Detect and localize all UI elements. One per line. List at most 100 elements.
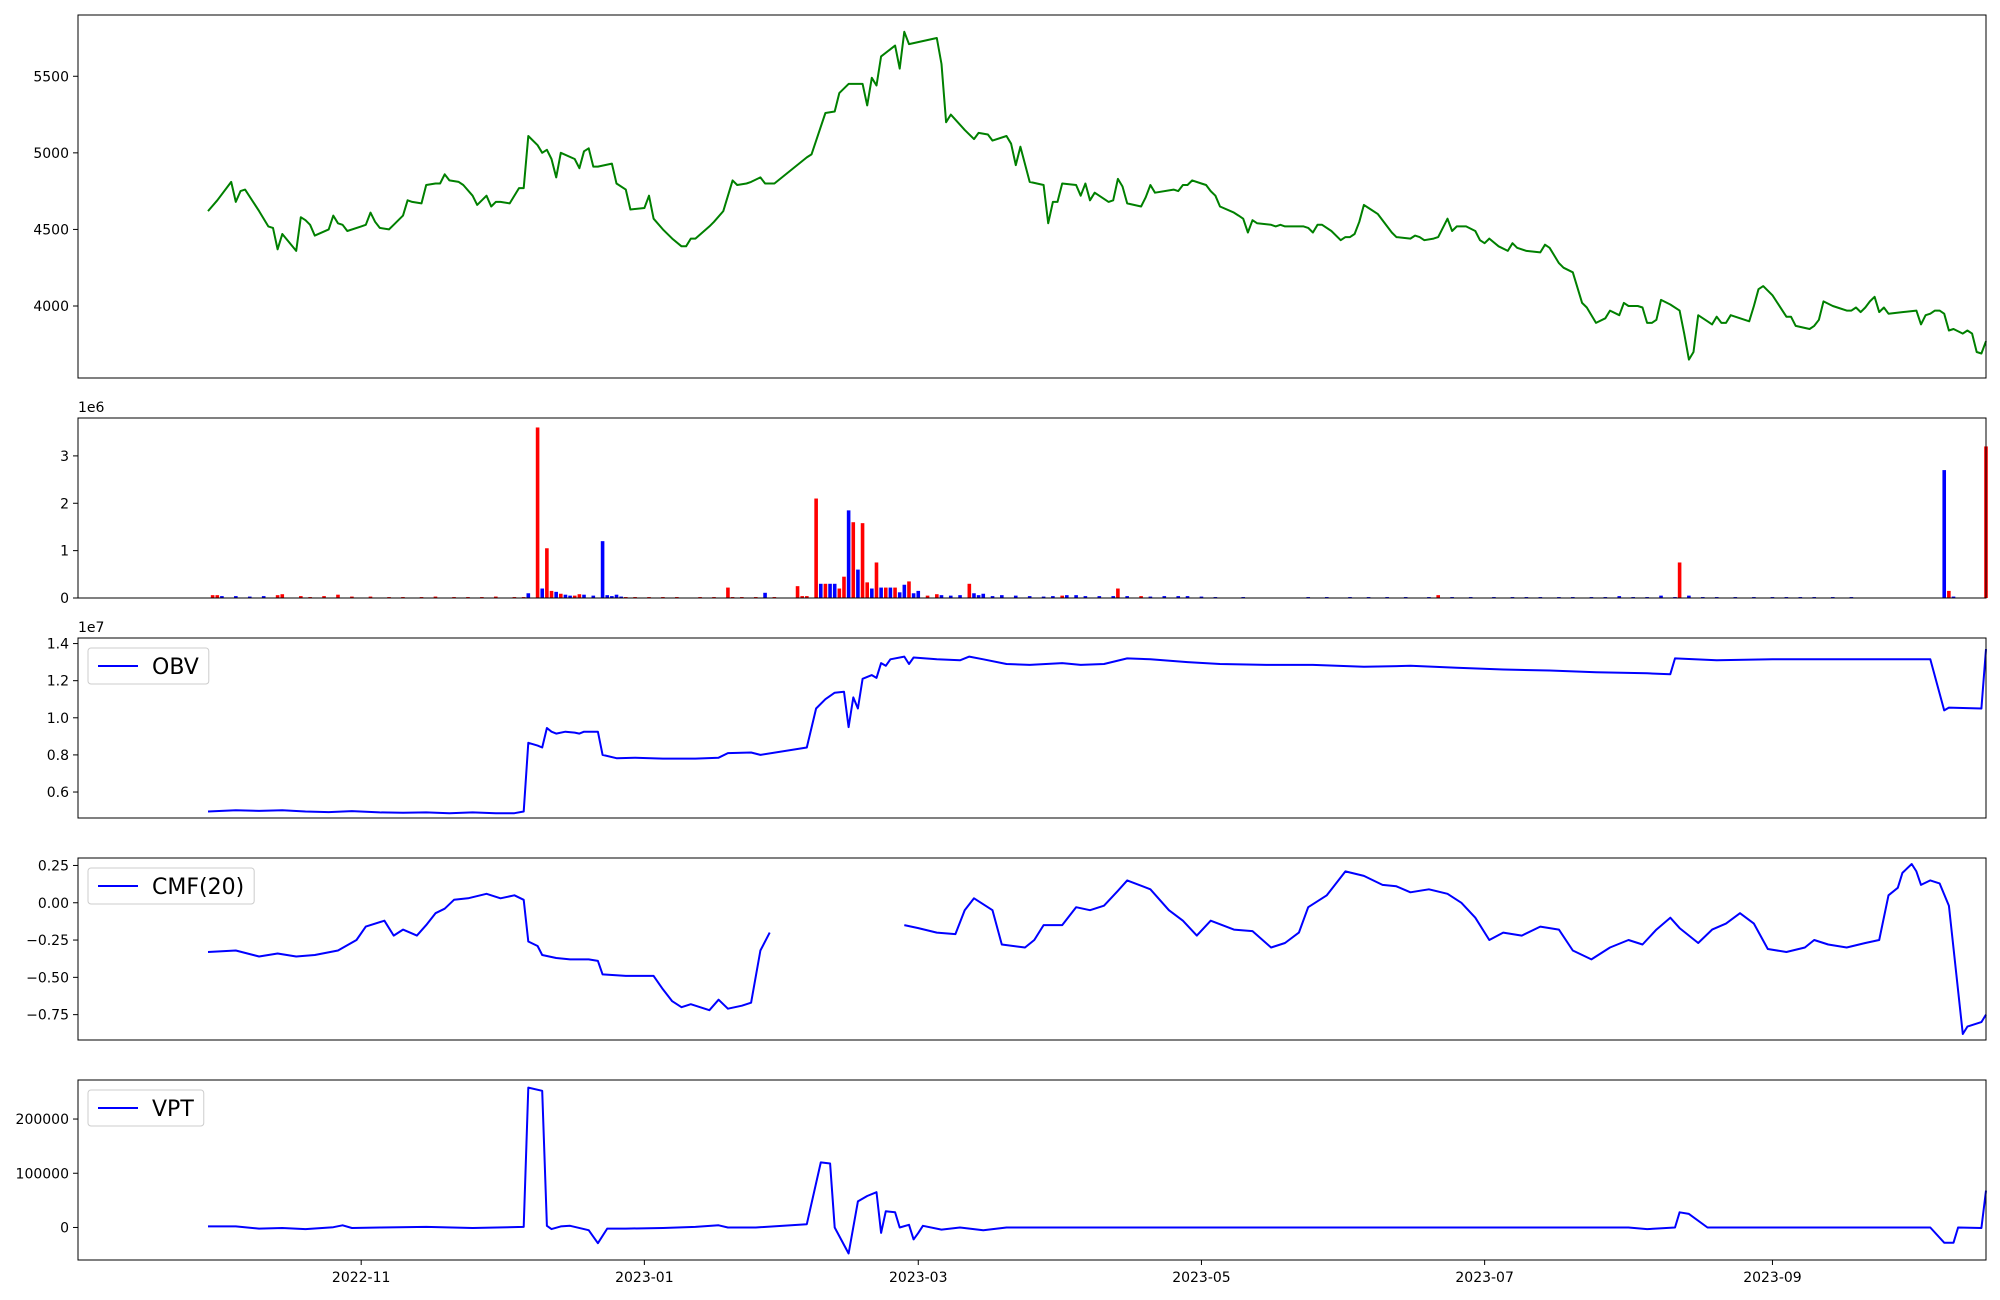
volume-bar (610, 596, 614, 598)
volume-bar (526, 593, 531, 598)
cmf-panel-ytick-label: 0.25 (38, 858, 69, 874)
volume-bar (958, 595, 962, 598)
volume-bar (1176, 596, 1181, 598)
volume-panel-ytick-label: 1 (60, 544, 69, 560)
volume-bar (494, 596, 498, 598)
volume-bar (1139, 596, 1143, 598)
volume-bar (1065, 595, 1069, 598)
volume-bar (805, 596, 809, 598)
cmf-panel: −0.75 −0.50 −0.25 0.00 0.25 CMF(20) (26, 857, 1987, 1041)
obv-panel-ytick-label: 1.2 (47, 674, 69, 690)
volume-bar (800, 596, 805, 598)
price-panel-frame (77, 14, 1987, 379)
volume-bar (851, 522, 856, 598)
volume-bar (916, 590, 921, 598)
volume-bar (1951, 596, 1956, 598)
volume-bar (215, 595, 220, 598)
volume-bar (563, 594, 568, 598)
volume-bar (832, 583, 837, 598)
cmf-panel-ytick-label: −0.25 (26, 933, 69, 949)
volume-bar (1942, 470, 1947, 598)
volume-bar (911, 593, 916, 598)
volume-bar (275, 595, 280, 598)
volume-bar (981, 593, 986, 598)
obv-panel-frame (77, 637, 1987, 819)
volume-bar (828, 583, 832, 598)
volume-bar (870, 588, 874, 598)
price-panel-ytick-label: 4000 (33, 299, 69, 315)
volume-bar (1687, 595, 1691, 598)
xtick-label: 2023-01 (615, 1270, 674, 1286)
volume-bar (846, 510, 851, 598)
obv-offset-label: 1e7 (78, 620, 104, 636)
volume-bar (234, 596, 238, 598)
price-line (207, 30, 1987, 361)
volume-bar (545, 548, 549, 598)
volume-bar (336, 594, 340, 598)
volume-offset-label: 1e6 (78, 400, 105, 416)
volume-bar (837, 588, 842, 598)
obv-panel-ytick-label: 1.4 (47, 637, 69, 653)
volume-bar (1617, 596, 1622, 598)
volume-bar (600, 541, 605, 598)
volume-bar (261, 596, 266, 598)
volume-bar (972, 593, 976, 598)
volume-bar (902, 584, 907, 598)
cmf-panel-ytick-label: −0.75 (26, 1008, 69, 1024)
volume-panel-ytick-label: 0 (60, 591, 69, 607)
volume-bar (540, 588, 545, 598)
obv-legend: OBV (87, 647, 210, 685)
volume-bar (860, 523, 865, 598)
xtick-label: 2023-07 (1455, 1270, 1514, 1286)
volume-bar (350, 596, 354, 598)
volume-bar (763, 592, 767, 598)
volume-bar (1051, 596, 1055, 598)
volume-panel-ytick-label: 2 (60, 496, 69, 512)
vpt-panel-ytick-label: 100000 (16, 1166, 69, 1182)
vpt-panel-ytick-label: 200000 (16, 1112, 69, 1128)
volume-bar (1074, 595, 1078, 598)
volume-bar (818, 583, 823, 598)
volume-bar (322, 596, 326, 598)
cmf-legend-label: CMF(20) (152, 875, 244, 900)
volume-panel-ytick-label: 3 (60, 449, 69, 465)
volume-bar (1013, 595, 1018, 598)
volume-bar (883, 587, 888, 598)
volume-bar (605, 595, 610, 598)
volume-bar (559, 593, 563, 598)
cmf-panel-ytick-label: 0.00 (38, 896, 69, 912)
volume-bar (614, 594, 619, 598)
volume-bar (990, 596, 995, 598)
vpt-panel-ytick-label: 0 (60, 1220, 69, 1236)
cmf-line (207, 892, 771, 1012)
volume-bar (893, 587, 897, 598)
volume-bar (842, 576, 846, 598)
xtick-label: 2023-05 (1172, 1270, 1231, 1286)
volume-bar (568, 595, 572, 598)
volume-bar (935, 594, 939, 598)
volume-bar (865, 582, 869, 598)
volume-bar (368, 596, 373, 598)
volume-bar (1185, 596, 1190, 598)
volume-bar (925, 595, 930, 598)
volume-bar (726, 587, 730, 598)
volume-bar (1097, 596, 1102, 598)
volume-bar (1111, 596, 1116, 598)
volume-bar (535, 427, 540, 598)
volume-bar (888, 587, 893, 598)
cmf-panel-ytick-label: −0.50 (26, 970, 69, 986)
vpt-legend: VPT (87, 1089, 205, 1127)
vpt-legend-box (87, 1089, 205, 1127)
obv-panel-ytick-label: 0.6 (47, 785, 69, 801)
volume-bar (948, 595, 953, 598)
price-panel: 4000 4500 5000 5500 (33, 14, 1987, 379)
volume-bar (210, 595, 215, 598)
volume-bar (591, 595, 596, 598)
obv-legend-label: OBV (152, 655, 199, 680)
vpt-panel-frame (77, 1079, 1987, 1261)
obv-panel: 0.6 0.8 1.0 1.2 1.4 1e7 OBV (47, 620, 1987, 819)
volume-panel: 0 1 2 3 1e6 (60, 400, 1988, 607)
obv-line (207, 649, 1987, 815)
cmf-panel-frame (77, 857, 1987, 1041)
volume-bar (220, 596, 224, 598)
